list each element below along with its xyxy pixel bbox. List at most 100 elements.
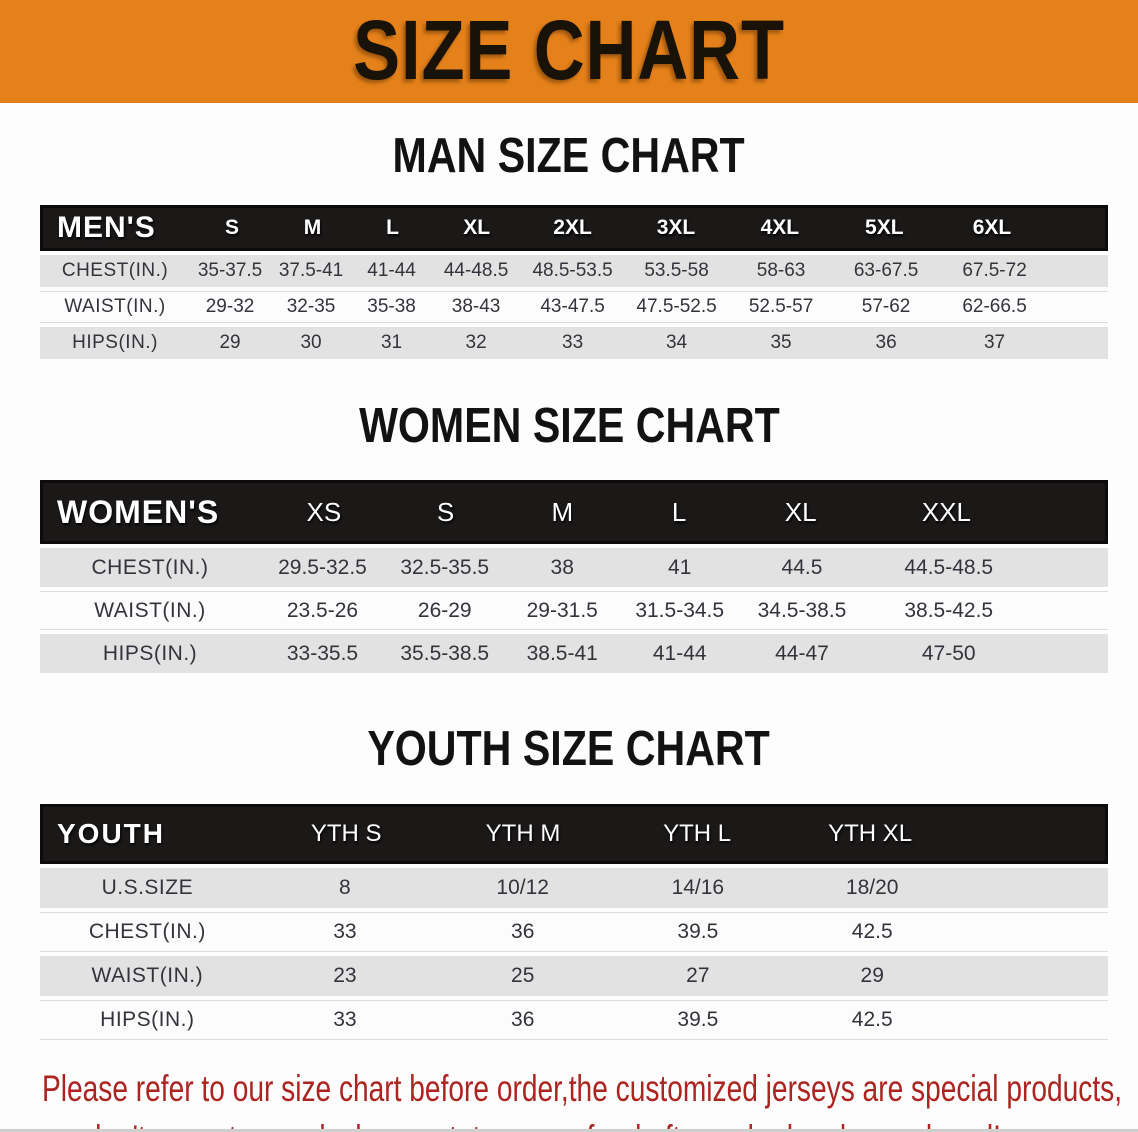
- youth-measurement-row: WAIST(IN.) 23 25 27 29: [40, 956, 1108, 996]
- men-size-value: 29: [219, 332, 241, 353]
- disclaimer-line-2: we don't accept cancel, change, teturn o…: [42, 1114, 1001, 1132]
- women-size-value: 47-50: [921, 641, 976, 665]
- men-column-header: 6XL: [972, 216, 1012, 239]
- men-column-header: L: [386, 216, 399, 239]
- men-size-value: 33: [562, 332, 584, 353]
- women-measurement-row: WAIST(IN.) 23.5-26 26-29 29-31.5 31.5-34.5 34…: [40, 591, 1108, 630]
- youth-size-value: 18/20: [845, 876, 899, 899]
- youth-size-table: YOUTH YTH S YTH M YTH L YTH XL U.S.SIZE 8 10/12…: [40, 804, 1108, 1040]
- youth-column-header: YTH S: [310, 820, 382, 847]
- youth-row-label: U.S.SIZE: [101, 876, 194, 899]
- women-size-value: 38.5-42.5: [904, 598, 994, 622]
- men-size-value: 43-47.5: [540, 296, 605, 317]
- youth-size-value: 39.5: [677, 1008, 719, 1031]
- women-size-value: 44.5: [781, 555, 823, 579]
- women-row-label: HIPS(IN.): [102, 641, 198, 665]
- men-section: MAN SIZE CHART MEN'S S M L XL 2XL 3XL 4XL 5XL 6XL…: [0, 128, 1138, 359]
- women-size-value: 41-44: [652, 641, 707, 665]
- men-size-value: 62-66.5: [962, 296, 1027, 317]
- men-header-row: MEN'S S M L XL 2XL 3XL 4XL 5XL 6XL: [40, 205, 1108, 251]
- women-size-value: 35.5-38.5: [400, 641, 490, 665]
- women-size-value: 44-47: [775, 641, 829, 665]
- youth-header-row: YOUTH YTH S YTH M YTH L YTH XL: [40, 804, 1108, 864]
- youth-heading-text: YOUTH SIZE CHART: [367, 722, 771, 776]
- women-size-value: 31.5-34.5: [635, 598, 725, 622]
- youth-column-header: YTH M: [485, 820, 561, 847]
- men-size-value: 29-32: [205, 296, 255, 317]
- youth-size-value: 14/16: [671, 876, 725, 899]
- men-size-value: 32: [465, 332, 487, 353]
- women-size-value: 32.5-35.5: [400, 555, 490, 579]
- men-size-value: 67.5-72: [962, 260, 1027, 281]
- youth-row-label: HIPS(IN.): [100, 1008, 195, 1031]
- men-size-value: 37: [983, 332, 1006, 353]
- men-measurement-row: WAIST(IN.) 29-32 32-35 35-38 38-43 43-47.5 47.…: [40, 291, 1108, 323]
- youth-size-value: 39.5: [677, 920, 719, 943]
- youth-measurement-row: HIPS(IN.) 33 36 39.5 42.5: [40, 1000, 1108, 1040]
- men-column-header: 3XL: [656, 216, 696, 239]
- youth-group-label: YOUTH: [57, 818, 165, 849]
- men-row-label: WAIST(IN.): [64, 296, 166, 317]
- women-column-header: XXL: [921, 496, 971, 527]
- youth-column-header: YTH XL: [828, 820, 913, 847]
- youth-measurement-row: U.S.SIZE 8 10/12 14/16 18/20: [40, 868, 1108, 908]
- women-size-value: 34.5-38.5: [757, 598, 847, 622]
- men-size-value: 58-63: [756, 260, 806, 281]
- youth-size-value: 27: [686, 964, 710, 987]
- women-measurement-row: CHEST(IN.) 29.5-32.5 32.5-35.5 38 41 44.5 44.5…: [40, 548, 1108, 587]
- men-size-value: 31: [380, 332, 403, 353]
- women-column-header: XL: [784, 496, 817, 527]
- youth-size-value: 36: [511, 1008, 535, 1031]
- men-column-header: 2XL: [553, 216, 592, 239]
- youth-measurement-row: CHEST(IN.) 33 36 39.5 42.5: [40, 912, 1108, 952]
- men-size-value: 38-43: [451, 296, 501, 317]
- women-column-header: S: [436, 496, 455, 527]
- youth-size-value: 23: [333, 964, 357, 987]
- men-size-value: 44-48.5: [443, 260, 509, 281]
- image-bottom-edge: [0, 1129, 1138, 1132]
- women-heading: WOMEN SIZE CHART: [0, 398, 1138, 454]
- women-size-value: 33-35.5: [286, 641, 359, 665]
- youth-row-label: WAIST(IN.): [91, 964, 204, 987]
- women-size-value: 44.5-48.5: [904, 555, 994, 579]
- youth-size-value: 8: [339, 876, 351, 899]
- women-size-value: 26-29: [417, 598, 472, 622]
- men-size-table: MEN'S S M L XL 2XL 3XL 4XL 5XL 6XL CHEST(IN.) 35-37…: [40, 205, 1108, 359]
- men-column-header: XL: [463, 216, 491, 239]
- disclaimer: Please refer to our size chart before or…: [0, 1064, 1138, 1132]
- youth-size-value: 25: [511, 964, 535, 987]
- men-column-header: S: [224, 216, 239, 239]
- youth-size-value: 42.5: [851, 920, 893, 943]
- men-group-label: MEN'S: [57, 211, 156, 244]
- men-row-label: CHEST(IN.): [61, 260, 169, 281]
- men-size-value: 34: [665, 332, 688, 353]
- women-header-row: WOMEN'S XS S M L XL XXL: [40, 480, 1108, 544]
- men-size-value: 32-35: [286, 296, 336, 317]
- men-column-header: 5XL: [865, 216, 904, 239]
- men-size-value: 48.5-53.5: [532, 260, 613, 281]
- men-size-value: 36: [875, 332, 897, 353]
- youth-size-value: 10/12: [496, 876, 549, 899]
- men-measurement-row: HIPS(IN.) 29 30 31 32 33 34 35 36 37: [40, 327, 1108, 359]
- women-row-label: WAIST(IN.): [94, 598, 206, 622]
- men-size-value: 35: [770, 332, 792, 353]
- men-size-value: 53.5-58: [644, 260, 709, 281]
- women-size-table: WOMEN'S XS S M L XL XXL CHEST(IN.) 29.5-32.5 32.5…: [40, 480, 1108, 673]
- women-group-label: WOMEN'S: [57, 493, 220, 530]
- women-column-header: M: [551, 496, 574, 527]
- women-size-value: 23.5-26: [286, 598, 359, 622]
- men-size-value: 52.5-57: [748, 296, 814, 317]
- women-column-header: L: [671, 496, 687, 527]
- women-row-label: CHEST(IN.): [91, 555, 209, 579]
- men-size-value: 35-37.5: [197, 260, 263, 281]
- men-size-value: 30: [300, 332, 322, 353]
- women-size-value: 41: [668, 555, 692, 579]
- men-row-label: HIPS(IN.): [72, 332, 158, 353]
- women-size-value: 29.5-32.5: [278, 555, 367, 579]
- youth-section: YOUTH SIZE CHART YOUTH YTH S YTH M YTH L YTH…: [0, 721, 1138, 1040]
- men-size-value: 37.5-41: [278, 260, 344, 281]
- youth-size-value: 33: [333, 1008, 357, 1031]
- men-heading-text: MAN SIZE CHART: [392, 129, 746, 183]
- banner-title: SIZE CHART: [353, 3, 785, 97]
